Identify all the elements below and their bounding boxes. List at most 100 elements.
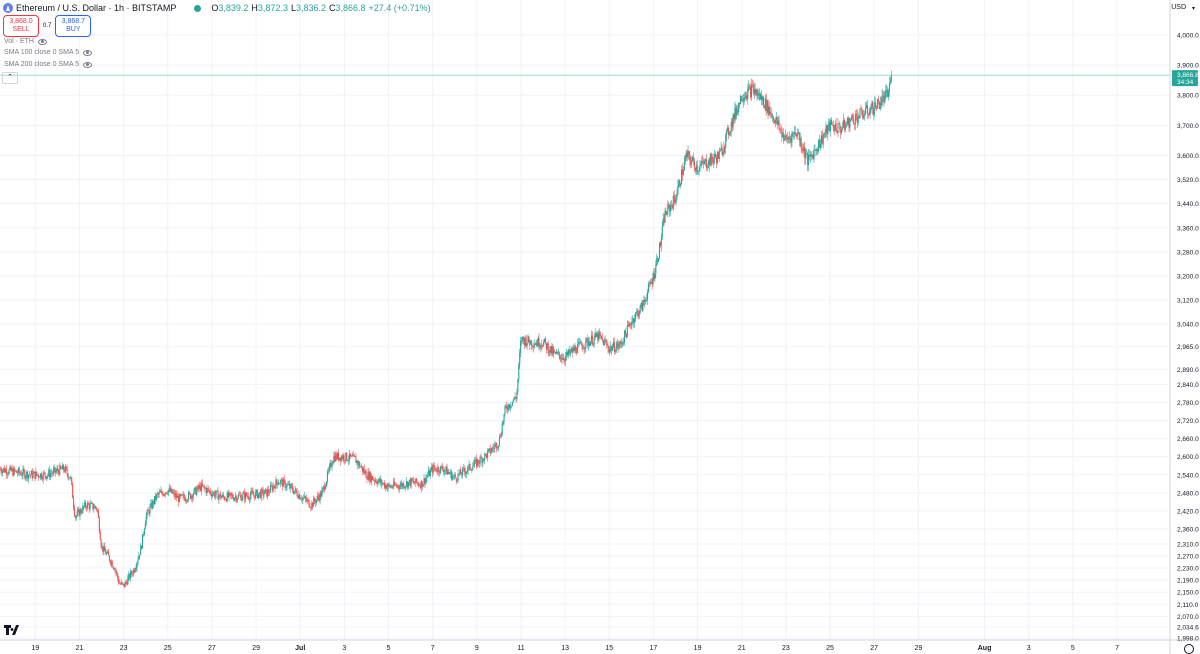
candle-body [846, 123, 848, 125]
candle-body [434, 468, 436, 470]
eye-icon[interactable] [37, 38, 47, 45]
indicator-sma-100[interactable]: SMA 100 close 0 SMA 5 [4, 49, 93, 56]
gear-icon[interactable] [1184, 644, 1194, 654]
collapse-indicators-button[interactable]: ⌃ [2, 72, 18, 84]
candle-body [382, 483, 384, 485]
market-status-icon [194, 4, 202, 12]
candle-body [811, 154, 813, 156]
candle-body [280, 479, 283, 481]
candle-body [440, 466, 442, 473]
candle-body [854, 114, 856, 124]
candle-body [759, 92, 761, 100]
candle-body [333, 455, 335, 462]
candle-body [86, 503, 88, 509]
candle-body [488, 448, 490, 450]
candle-body [385, 484, 387, 489]
candle-body [95, 506, 97, 508]
candle-body [272, 485, 274, 491]
candle-body [850, 118, 852, 121]
candle-body [706, 167, 708, 169]
candle-body [410, 478, 412, 486]
symbol-title[interactable]: Ethereum / U.S. Dollar · 1h · BITSTAMP [16, 3, 177, 13]
eye-icon[interactable] [83, 49, 93, 56]
tradingview-logo-icon[interactable] [4, 625, 22, 638]
candle-body [62, 464, 65, 470]
buy-button[interactable]: 3,868.7 BUY [55, 15, 92, 37]
candle-body [146, 510, 148, 516]
sell-button[interactable]: 3,868.0 SELL [3, 15, 39, 37]
candle-body [438, 467, 440, 472]
candle-body [61, 468, 63, 470]
candle-body [448, 471, 450, 473]
indicator-sma-200[interactable]: SMA 200 close 0 SMA 5 [4, 61, 93, 68]
candle-body [608, 348, 610, 352]
candle-body [726, 130, 728, 136]
candle-body [602, 339, 604, 346]
candle-body [779, 128, 781, 130]
candle-body [692, 157, 694, 161]
candle-body [491, 447, 493, 452]
candle-body [430, 467, 432, 470]
candle-body [393, 481, 395, 488]
price-tick-label: 2,540.0 [1177, 472, 1199, 479]
candle-body [470, 469, 472, 471]
candle-body [704, 159, 707, 161]
candle-body [432, 465, 434, 473]
candle-body [627, 325, 629, 326]
candle-body [625, 333, 627, 338]
candle-body [28, 474, 30, 476]
candle-body [784, 135, 787, 139]
indicator-volume[interactable]: Vol · ETH [4, 38, 47, 45]
candle-body [521, 336, 524, 342]
candle-body [649, 283, 651, 284]
candle-body [541, 344, 543, 346]
candle-body [689, 154, 691, 161]
candle-body [663, 218, 665, 223]
currency-selector[interactable]: USD [1171, 4, 1186, 11]
candle-body [582, 347, 584, 349]
candle-body [36, 471, 38, 475]
candle-body [386, 486, 388, 489]
candle-body [868, 114, 870, 116]
candle-body [796, 134, 798, 137]
candle-body [725, 135, 727, 148]
candle-body [527, 336, 529, 344]
candle-body [299, 494, 301, 500]
candle-body [860, 108, 862, 110]
candle-body [728, 133, 730, 135]
candle-body [707, 166, 709, 168]
candle-body [355, 456, 357, 464]
candle-body [145, 515, 147, 523]
candle-body [500, 434, 502, 438]
candle-body [571, 348, 573, 353]
candle-body [650, 281, 652, 284]
candle-body [52, 469, 54, 474]
candle-body [549, 346, 551, 352]
chevron-down-icon[interactable]: ▾ [1191, 6, 1195, 12]
candle-body [66, 468, 68, 474]
eye-icon[interactable] [83, 61, 93, 68]
candle-body [185, 500, 187, 501]
candle-body [16, 472, 19, 474]
time-tick-label: 13 [561, 645, 569, 652]
candle-body [437, 467, 439, 472]
candle-body [117, 573, 119, 579]
candle-body [142, 534, 145, 535]
candle-body [236, 498, 238, 501]
candle-body [150, 502, 152, 507]
candle-body [489, 448, 491, 454]
candle-body [358, 462, 360, 466]
candle-body [377, 481, 379, 485]
candle-body [810, 154, 812, 156]
candle-body [354, 456, 356, 457]
candle-body [560, 358, 562, 360]
candle-body [37, 474, 39, 476]
candle-body [50, 473, 53, 474]
candle-body [0, 468, 2, 472]
candle-body [681, 169, 684, 176]
candle-body [481, 458, 483, 464]
candle-body [696, 165, 698, 172]
candle-body [63, 469, 65, 472]
candle-body [871, 102, 873, 109]
